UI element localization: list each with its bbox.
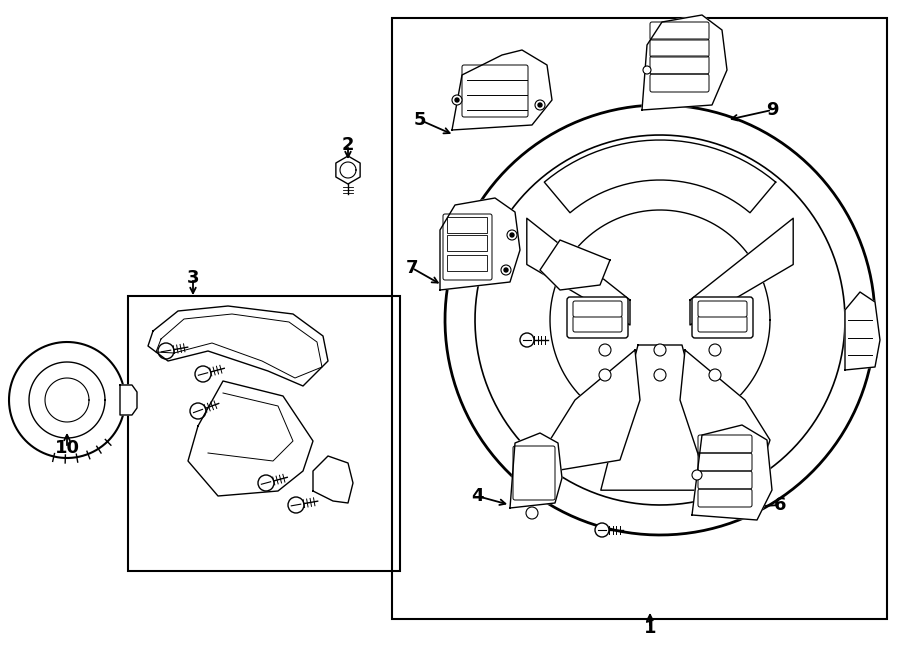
Text: 4: 4 [471,487,483,505]
Circle shape [535,100,545,110]
Circle shape [709,369,721,381]
FancyBboxPatch shape [573,301,622,317]
Circle shape [538,103,542,107]
Polygon shape [9,342,125,458]
Circle shape [526,507,538,519]
Circle shape [455,98,459,102]
Polygon shape [526,218,630,325]
FancyBboxPatch shape [692,297,753,338]
Circle shape [654,369,666,381]
Polygon shape [550,210,770,430]
Polygon shape [544,140,776,213]
Polygon shape [452,50,552,130]
Polygon shape [690,218,793,325]
Polygon shape [680,350,770,470]
FancyBboxPatch shape [567,297,628,338]
Circle shape [288,497,304,513]
Polygon shape [540,240,610,290]
Circle shape [158,343,174,359]
Polygon shape [845,292,880,370]
Circle shape [599,344,611,356]
Polygon shape [601,345,719,490]
Circle shape [258,475,274,491]
FancyBboxPatch shape [698,316,747,332]
Polygon shape [120,385,137,415]
Text: 9: 9 [766,101,778,119]
Bar [392,18,887,619]
Text: 2: 2 [342,136,355,154]
Bar [128,296,400,571]
Polygon shape [188,381,313,496]
Text: 7: 7 [406,259,419,277]
Polygon shape [510,433,562,508]
Circle shape [195,366,211,382]
Polygon shape [313,456,353,503]
Polygon shape [336,156,360,184]
Text: 3: 3 [187,269,199,287]
Circle shape [692,470,702,480]
Text: 8: 8 [866,346,878,364]
Polygon shape [550,350,640,470]
Text: 5: 5 [414,111,427,129]
Circle shape [643,66,651,74]
Circle shape [709,344,721,356]
Text: 6: 6 [774,496,787,514]
Polygon shape [148,306,328,386]
Circle shape [501,265,511,275]
Polygon shape [642,15,727,110]
Circle shape [504,268,508,272]
Circle shape [476,69,488,81]
Circle shape [599,369,611,381]
Polygon shape [440,198,520,290]
FancyBboxPatch shape [573,316,622,332]
Circle shape [520,333,534,347]
Text: 1: 1 [644,619,656,637]
Polygon shape [692,425,772,520]
Circle shape [510,233,514,237]
Circle shape [452,95,462,105]
FancyBboxPatch shape [698,301,747,317]
Circle shape [654,344,666,356]
Circle shape [507,230,517,240]
Text: 10: 10 [55,439,79,457]
Circle shape [595,523,609,537]
Circle shape [190,403,206,419]
